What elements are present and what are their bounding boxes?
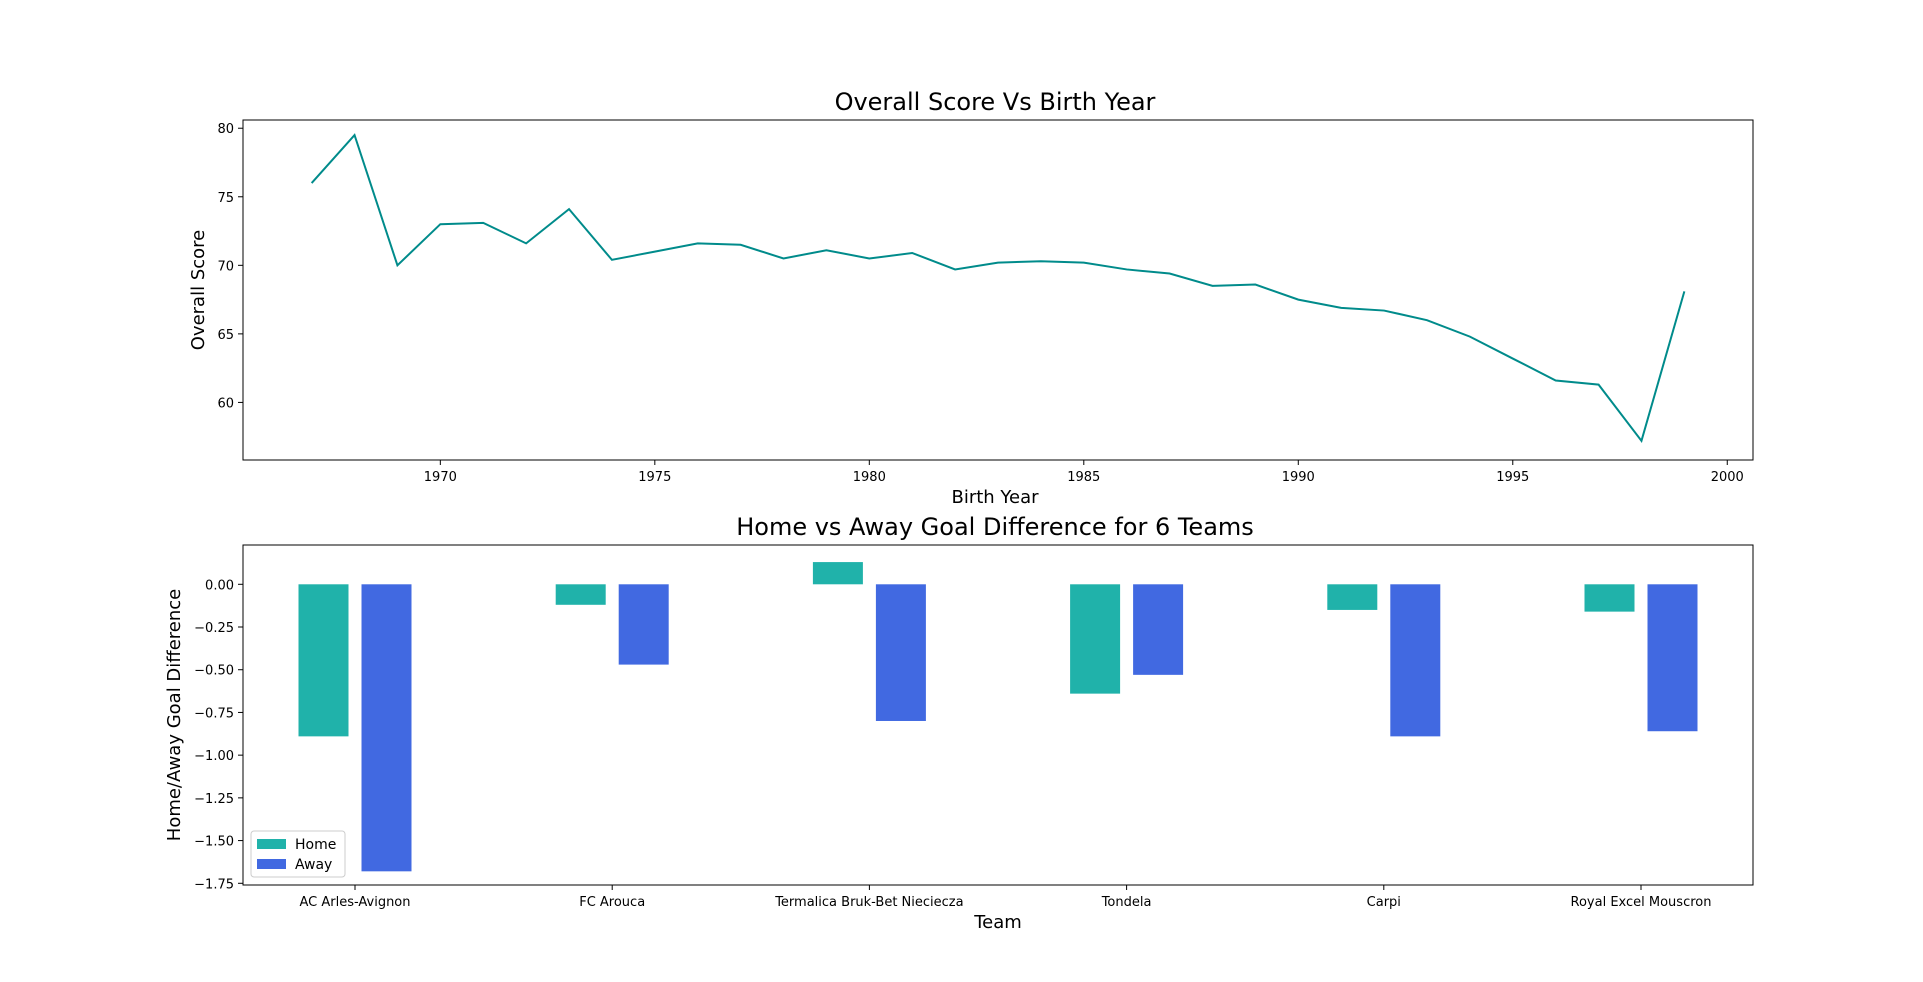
line-chart-plot-area [242, 119, 1754, 461]
x-tick-label: 1995 [1496, 470, 1529, 485]
line-chart-y-ticks: 60 65 70 75 80 [217, 122, 243, 411]
bar-away [1133, 584, 1184, 675]
y-tick-label: −1.75 [194, 877, 234, 892]
bar-chart-x-ticks: AC Arles-Avignon FC Arouca Termalica Bruk-… [299, 885, 1711, 910]
y-tick-label: −1.50 [194, 835, 234, 850]
x-tick-label: 1985 [1067, 470, 1100, 485]
bar-home [1327, 584, 1378, 610]
line-chart-title: Overall Score Vs Birth Year [835, 88, 1156, 116]
bar-home [1584, 584, 1635, 612]
bar-chart-y-axis-label: Home/Away Goal Difference [164, 589, 185, 841]
y-tick-label: −0.25 [194, 621, 234, 636]
line-chart-x-ticks: 1970 1975 1980 1985 1990 1995 2000 [424, 460, 1744, 485]
bar-away [875, 584, 926, 721]
x-tick-label: 1990 [1282, 470, 1315, 485]
x-tick-label: 1970 [424, 470, 457, 485]
bar-home [812, 562, 863, 585]
bar-chart: Home vs Away Goal Difference for 6 Teams… [164, 513, 1754, 933]
line-chart: Overall Score Vs Birth Year 1970 1975 1980… [188, 88, 1754, 508]
bar-chart-y-ticks: 0.00 −0.25 −0.50 −0.75 −1.00 −1.25 −1.50 −1.75 [194, 578, 243, 892]
y-tick-label: 75 [217, 191, 234, 206]
bar-chart-title: Home vs Away Goal Difference for 6 Teams [736, 513, 1254, 541]
bar-chart-bars [298, 562, 1698, 872]
x-tick-label: 1975 [638, 470, 671, 485]
bar-chart-plot-area [242, 544, 1754, 886]
x-tick-label: Termalica Bruk-Bet Nieciecza [774, 895, 963, 910]
x-tick-label: Carpi [1367, 895, 1401, 910]
y-tick-label: −0.75 [194, 706, 234, 721]
x-tick-label: AC Arles-Avignon [299, 895, 410, 910]
y-tick-label: −1.25 [194, 792, 234, 807]
bar-home [555, 584, 606, 605]
y-tick-label: 0.00 [205, 578, 234, 593]
bar-home [298, 584, 349, 737]
bar-away [1647, 584, 1698, 732]
y-tick-label: −1.00 [194, 749, 234, 764]
series-line [310, 133, 1686, 443]
legend-label-away: Away [295, 857, 332, 873]
y-tick-label: 80 [217, 122, 234, 137]
x-tick-label: Tondela [1101, 895, 1152, 910]
bar-chart-x-axis-label: Team [973, 912, 1022, 933]
x-tick-label: 2000 [1711, 470, 1744, 485]
x-tick-label: FC Arouca [579, 895, 645, 910]
y-tick-label: 70 [217, 259, 234, 274]
legend-label-home: Home [295, 837, 336, 853]
x-tick-label: 1980 [853, 470, 886, 485]
legend-swatch-home [257, 839, 286, 849]
x-tick-label: Royal Excel Mouscron [1571, 895, 1712, 910]
legend-swatch-away [257, 859, 286, 869]
y-tick-label: −0.50 [194, 664, 234, 679]
bar-away [361, 584, 412, 872]
bar-home [1070, 584, 1121, 694]
line-chart-x-axis-label: Birth Year [951, 487, 1039, 508]
line-chart-y-axis-label: Overall Score [188, 230, 209, 350]
y-tick-label: 60 [217, 396, 234, 411]
bar-away [618, 584, 669, 665]
y-tick-label: 65 [217, 328, 234, 343]
bar-away [1390, 584, 1441, 737]
bar-chart-legend: Home Away [250, 830, 346, 878]
